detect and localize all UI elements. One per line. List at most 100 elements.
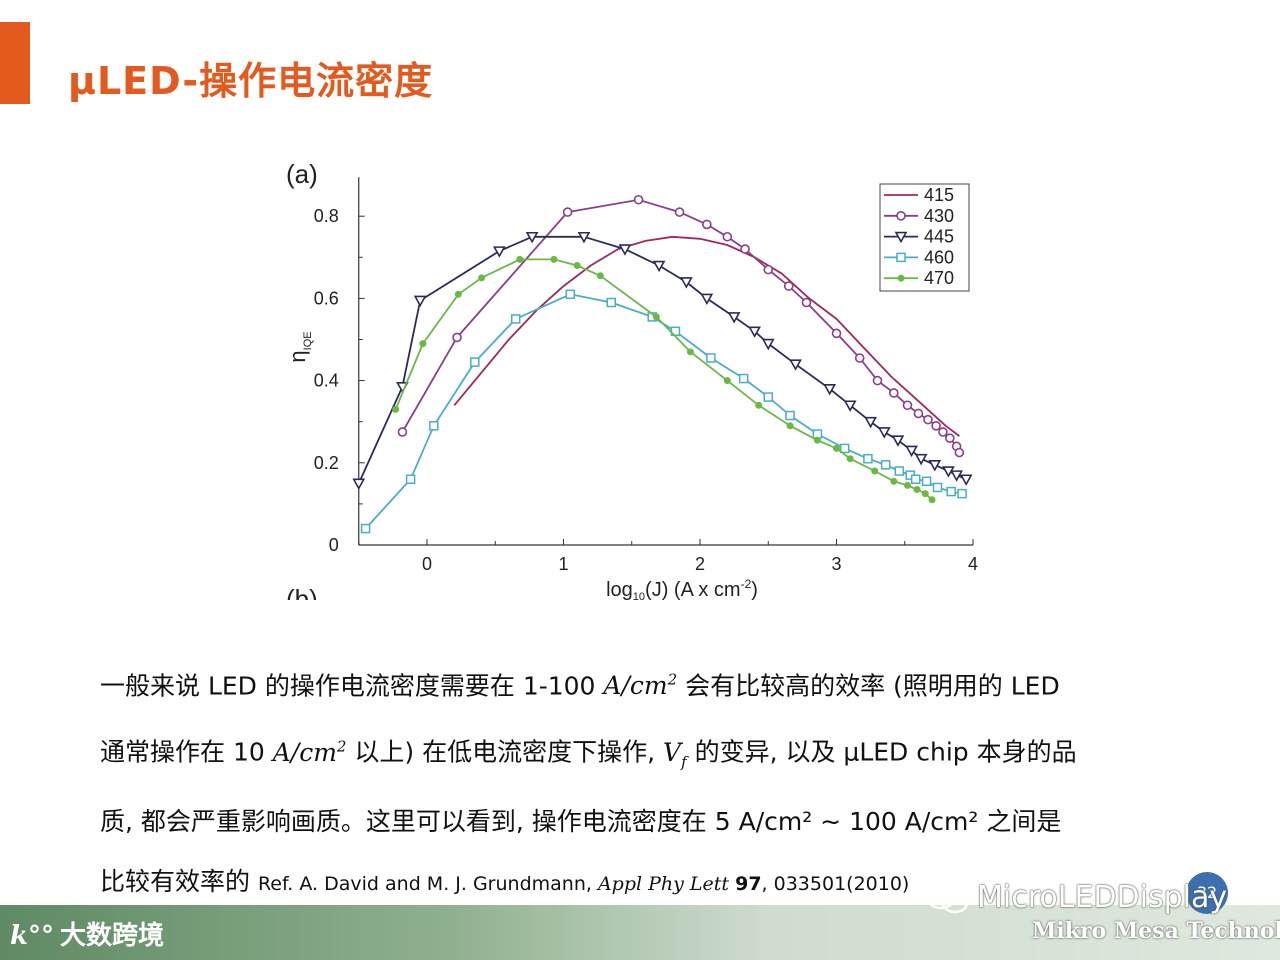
data-point — [864, 416, 877, 429]
data-point — [871, 467, 879, 475]
data-point — [872, 375, 883, 386]
data-point — [392, 405, 400, 413]
x-tick-label: 3 — [831, 554, 841, 574]
data-point — [429, 421, 439, 431]
data-point — [652, 313, 660, 321]
data-point — [763, 264, 774, 275]
data-point — [921, 476, 932, 487]
series-line-415 — [453, 235, 960, 437]
series-line-470 — [394, 258, 933, 501]
data-point — [413, 295, 427, 308]
data-point — [652, 260, 666, 273]
y-tick-label: 0 — [329, 535, 339, 555]
x-tick-label: 2 — [695, 554, 705, 574]
data-point — [823, 384, 837, 396]
data-point — [863, 453, 873, 464]
data-point — [846, 455, 854, 463]
page-number: 32 — [1186, 872, 1228, 914]
data-point — [783, 281, 794, 291]
data-point — [755, 401, 763, 409]
footer-logo: k°° 大数跨境 — [10, 921, 165, 951]
data-point — [702, 219, 712, 230]
data-point — [722, 231, 733, 242]
data-point — [516, 255, 524, 263]
data-point — [905, 445, 918, 458]
data-point — [700, 293, 714, 306]
data-point — [510, 314, 521, 324]
company-name: Mikro Mesa Technology — [1032, 918, 1280, 944]
unit-current-density: A/cm2 — [603, 671, 678, 701]
data-point — [596, 272, 604, 280]
data-point — [896, 252, 906, 263]
data-point — [686, 348, 694, 356]
panel-label-b: (b) — [286, 584, 318, 614]
data-point — [957, 488, 967, 499]
data-point — [910, 474, 921, 484]
data-point — [740, 244, 750, 254]
data-point — [931, 421, 941, 431]
data-point — [618, 244, 632, 256]
data-point — [902, 400, 913, 411]
slide-title: μLED-操作电流密度 — [68, 59, 434, 103]
wechat-icon — [925, 884, 969, 913]
data-point — [565, 289, 576, 300]
data-point — [723, 377, 731, 385]
logo-mark-icon: k°° — [10, 921, 55, 951]
data-point — [525, 231, 539, 244]
body-line-1: 一般来说 LED 的操作电流密度需要在 1-100 A/cm2 会有比较高的效率… — [100, 671, 1060, 701]
data-point — [419, 340, 427, 348]
data-point — [950, 470, 963, 482]
data-point — [763, 392, 773, 402]
y-axis-label: ηIQE — [285, 331, 314, 362]
body-line-3: 质, 都会严重影响画质。这里可以看到, 操作电流密度在 5 A/cm² ∼ 10… — [100, 806, 1062, 836]
data-point — [352, 478, 366, 490]
data-point — [921, 490, 929, 498]
watermark: MicroLEDDisplay — [925, 880, 1227, 915]
data-point — [932, 482, 943, 493]
data-point — [923, 414, 933, 425]
x-axis-label: log10(J) (A x cm-2) — [606, 577, 758, 603]
y-tick-label: 0.4 — [314, 371, 339, 391]
footer-bar — [0, 905, 1280, 960]
data-point — [891, 435, 905, 447]
data-point — [959, 474, 973, 486]
reference: Ref. A. David and M. J. Grundmann, Appl … — [257, 872, 910, 895]
data-point — [843, 400, 857, 412]
data-point — [913, 486, 921, 494]
series-line-460 — [364, 293, 963, 530]
data-point — [470, 357, 480, 367]
data-point — [679, 277, 693, 289]
data-point — [785, 410, 795, 421]
legend-label: 430 — [924, 206, 954, 226]
data-point — [877, 427, 891, 439]
data-point — [562, 207, 573, 217]
data-point — [761, 338, 775, 351]
data-point — [405, 474, 416, 484]
vf-symbol: Vf — [663, 737, 687, 771]
body-text: 一般来说 LED 的操作电流密度需要在 1-100 A/cm2 会有比较高的效率… — [100, 650, 1210, 914]
data-point — [897, 274, 905, 282]
data-point — [786, 422, 794, 430]
data-point — [880, 460, 891, 470]
data-point — [954, 447, 965, 458]
body-line-4: 比较有效率的 Ref. A. David and M. J. Grundmann… — [100, 866, 910, 896]
data-point — [854, 353, 865, 363]
data-point — [738, 373, 749, 384]
x-tick-label: 0 — [422, 554, 432, 574]
data-point — [914, 453, 928, 466]
data-point — [928, 460, 942, 472]
y-tick-label: 0.8 — [314, 206, 339, 226]
data-point — [789, 359, 802, 371]
data-point — [890, 477, 898, 485]
x-tick-label: 1 — [558, 554, 568, 574]
data-point — [903, 481, 911, 489]
data-point — [938, 427, 948, 437]
legend-label: 415 — [924, 185, 954, 205]
legend-label: 445 — [924, 227, 954, 247]
data-point — [452, 332, 462, 343]
data-point — [831, 328, 842, 339]
data-point — [633, 194, 644, 205]
data-point — [839, 443, 850, 454]
x-tick-label: 4 — [968, 554, 978, 574]
